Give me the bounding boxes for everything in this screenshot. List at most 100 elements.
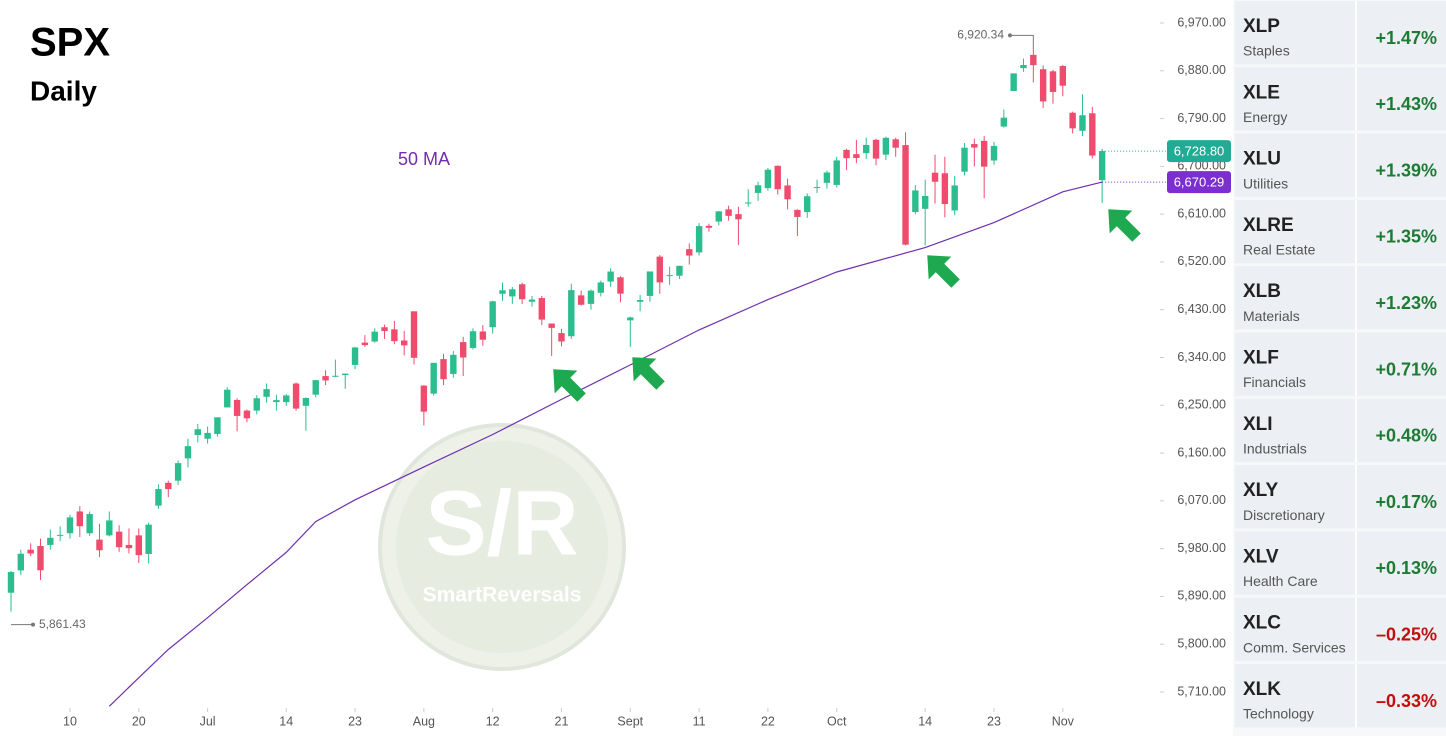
candle-body [106,520,113,536]
candle-body [47,537,54,545]
candle-body [312,380,319,395]
candle-body [921,195,929,209]
y-tick-label: 6,250.00 [1177,398,1226,412]
candle-body [617,277,624,294]
watermark-brand: SmartReversals [423,584,582,607]
candle-body [184,446,192,459]
x-tick-label: 20 [132,714,146,728]
x-tick-label: 12 [486,714,500,728]
y-tick-label: 6,520.00 [1177,254,1226,268]
candle-body [214,417,221,434]
candle-body [96,539,103,551]
y-tick-label: 5,980.00 [1177,541,1226,555]
candle-body [1089,113,1096,156]
candle-body [538,298,546,320]
x-tick-label: Jul [200,714,216,728]
sector-change: +0.48% [1375,426,1437,446]
candle-body [27,549,34,554]
sector-change: +0.17% [1375,492,1437,512]
row-divider [1355,664,1357,728]
row-bg [1235,199,1446,264]
watermark-mark: S/R [425,472,578,574]
candle-body [764,169,772,189]
candle-body [1079,115,1086,131]
candle-body [912,190,919,213]
row-divider [1355,67,1357,131]
high-dot [1008,33,1012,38]
candle-body [1000,117,1008,127]
x-tick-label: 23 [348,714,362,728]
row-divider [1355,1,1357,65]
row-bg [1235,465,1446,529]
row-bg [1235,133,1446,197]
candle-body [459,342,467,358]
sector-name: Staples [1243,43,1290,59]
sector-row: XLP Staples +1.47% [1235,1,1446,65]
x-tick-label: 14 [279,714,293,728]
row-bg [1235,531,1446,595]
high-label: 6,920.34 [957,28,1004,42]
candle-body [872,139,880,159]
x-tick-label: Nov [1052,714,1075,728]
candle-body [440,359,447,380]
row-bg [1235,67,1446,131]
sector-row: XLB Materials +1.23% [1235,266,1446,330]
candle-body [577,295,585,305]
row-bg [1235,266,1446,330]
candle-body [174,463,182,481]
candle-body [1010,73,1017,91]
candle-body [125,544,133,549]
candle-body [902,145,909,245]
candle-body [479,331,487,340]
x-tick-label: 22 [761,714,775,728]
candle-body [224,389,231,408]
low-dot [31,622,35,627]
sector-row: XLY Discretionary +0.17% [1235,465,1446,529]
candle-body [656,256,663,283]
candle-body [646,271,654,296]
candle-body [253,398,260,411]
candle-body [145,524,152,554]
candle-body [391,329,398,342]
candle-body [155,489,162,506]
ticker: XLE [1243,82,1280,103]
sector-row: XLU Utilities +1.39% [1235,133,1446,197]
y-tick-label: 6,070.00 [1177,493,1226,507]
candle-body [853,154,860,158]
candle-body [695,226,703,253]
ticker: XLY [1243,480,1279,501]
candle-body [420,385,428,412]
ticker: XLB [1243,281,1281,302]
candle-body [666,275,673,277]
candle-body [980,140,988,167]
candle-body [302,398,310,406]
plot-area [7,49,1106,707]
candle-body [165,482,172,490]
candle-body [971,144,978,148]
candle-body [686,249,693,256]
row-divider [1355,597,1357,661]
sector-name: Energy [1243,109,1287,125]
candle-body [76,511,84,527]
arrow [927,255,960,288]
x-tick-label: Sept [617,714,643,728]
candle-body [627,317,634,321]
candle-body [342,373,349,376]
x-tick-label: 23 [987,714,1001,728]
candle-body [469,331,477,348]
candle-body [499,290,506,294]
x-tick-label: 21 [555,714,569,728]
candle-body [283,395,290,403]
chart-subtitle: Daily [30,75,97,106]
y-tick-label: 6,700.00 [1177,159,1226,173]
sector-row: XLC Comm. Services –0.25% [1235,597,1446,661]
candle-body [863,144,870,154]
candle-body [607,271,614,282]
candle-body [715,211,722,222]
sector-row: XLI Industrials +0.48% [1235,398,1446,463]
candle-body [745,202,752,204]
x-tick-label: Aug [413,714,435,728]
candle-body [676,265,683,276]
sector-change: +1.39% [1375,160,1437,180]
candle-body [135,535,142,556]
